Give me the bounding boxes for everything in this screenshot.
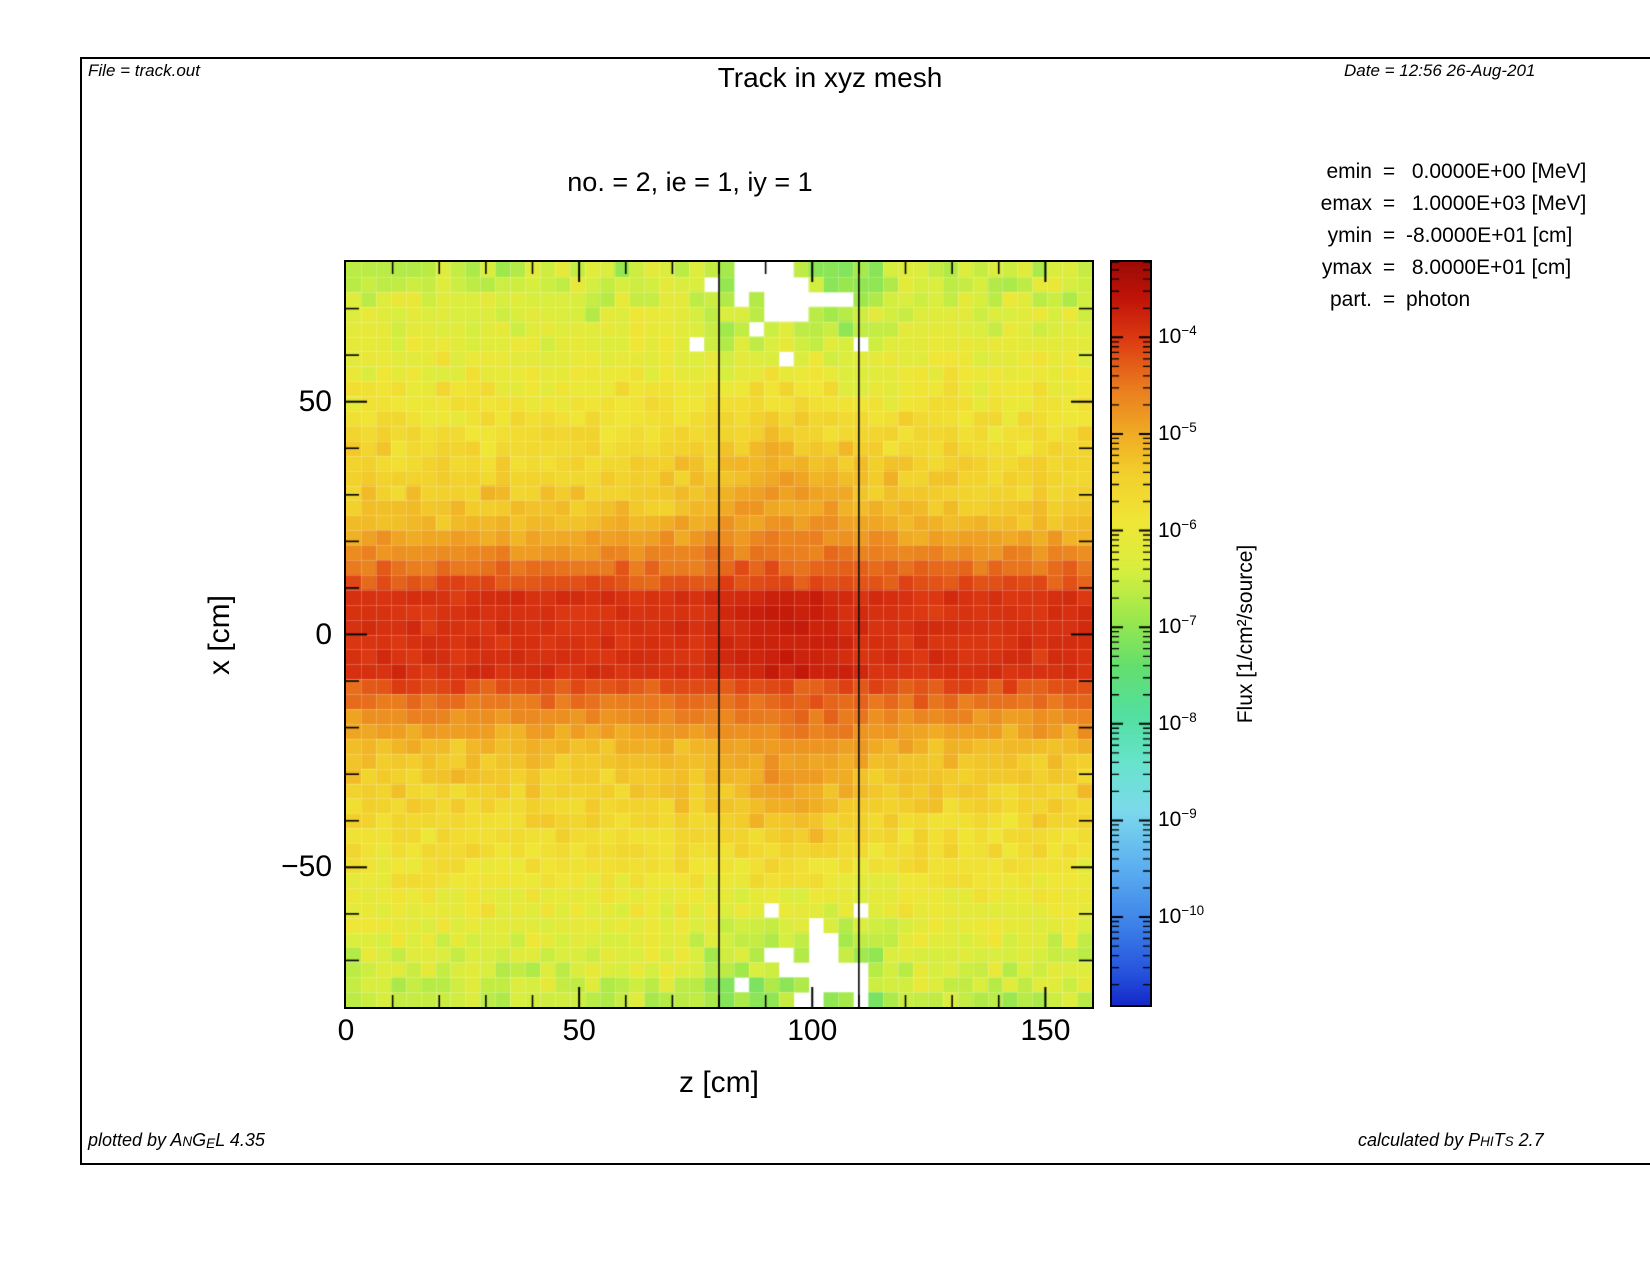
plot-subtitle: no. = 2, ie = 1, iy = 1: [567, 167, 813, 197]
info-equals: =: [1382, 224, 1396, 247]
colorbar-title: Flux [1/cm²/source]: [1234, 544, 1257, 724]
colorbar-tick-label: 10−4: [1158, 323, 1197, 349]
heatmap-plot-area: [344, 260, 1094, 1009]
colorbar-tick-label: 10−7: [1158, 613, 1197, 639]
colorbar-tick-label: 10−5: [1158, 419, 1197, 445]
info-value: 8.0000E+01 [cm]: [1406, 256, 1572, 279]
heatmap-canvas: [346, 262, 1092, 1007]
colorbar-tick-label: 10−9: [1158, 806, 1197, 832]
credit-text: plotted by: [88, 1130, 171, 1150]
info-value: -8.0000E+01 [cm]: [1406, 224, 1573, 247]
credit-text: calculated by: [1358, 1130, 1469, 1150]
colorbar-tick-label: 10−10: [1158, 903, 1205, 929]
y-axis-title: x [cm]: [203, 595, 236, 675]
info-equals: =: [1382, 256, 1396, 279]
info-label: part.: [1329, 288, 1372, 311]
y-tick-label: 0: [315, 617, 332, 651]
info-label: emin: [1326, 160, 1372, 183]
calculated-by-credit: calculated by PHITS 2.7: [1358, 1130, 1544, 1150]
colorbar-tick-label: 10−8: [1158, 709, 1197, 735]
x-tick-label: 150: [1020, 1014, 1071, 1047]
x-tick-label: 0: [337, 1014, 355, 1047]
info-equals: =: [1382, 288, 1396, 311]
info-label: ymax: [1321, 256, 1372, 279]
info-row-ymax: ymax = 8.0000E+01 [cm]: [1236, 252, 1586, 284]
info-row-emin: emin = 0.0000E+00 [MeV]: [1236, 156, 1586, 188]
info-label: ymin: [1327, 224, 1372, 247]
info-equals: =: [1382, 160, 1396, 183]
outer-frame: [80, 57, 1650, 1165]
colorbar-tick-label: 10−6: [1158, 516, 1197, 542]
x-tick-label: 50: [562, 1014, 596, 1047]
page-title: Track in xyz mesh: [717, 62, 943, 93]
colorbar: [1110, 260, 1152, 1007]
phits-logo-text: P: [1468, 1130, 1481, 1150]
angel-logo-text: A: [170, 1130, 183, 1150]
info-row-part: part. = photon: [1236, 284, 1586, 316]
info-value: 1.0000E+03 [MeV]: [1406, 192, 1587, 215]
credit-version: 2.7: [1513, 1130, 1544, 1150]
info-row-ymin: ymin = -8.0000E+01 [cm]: [1236, 220, 1586, 252]
info-block: emin = 0.0000E+00 [MeV] emax = 1.0000E+0…: [1236, 156, 1587, 316]
credit-version: 4.35: [224, 1130, 265, 1150]
info-value: photon: [1406, 288, 1471, 311]
y-tick-label: 50: [298, 384, 332, 418]
date-label: Date = 12:56 26-Aug-201: [1344, 61, 1536, 80]
info-value: 0.0000E+00 [MeV]: [1406, 160, 1587, 183]
info-equals: =: [1382, 192, 1396, 215]
info-row-emax: emax = 1.0000E+03 [MeV]: [1236, 188, 1587, 220]
file-label: File = track.out: [88, 61, 200, 80]
x-tick-label: 100: [787, 1014, 838, 1047]
info-label: emax: [1320, 192, 1372, 215]
x-axis-title: z [cm]: [679, 1066, 759, 1099]
colorbar-canvas: [1112, 262, 1150, 1005]
plotted-by-credit: plotted by ANGEL 4.35: [88, 1130, 265, 1151]
y-tick-label: −50: [281, 850, 332, 884]
